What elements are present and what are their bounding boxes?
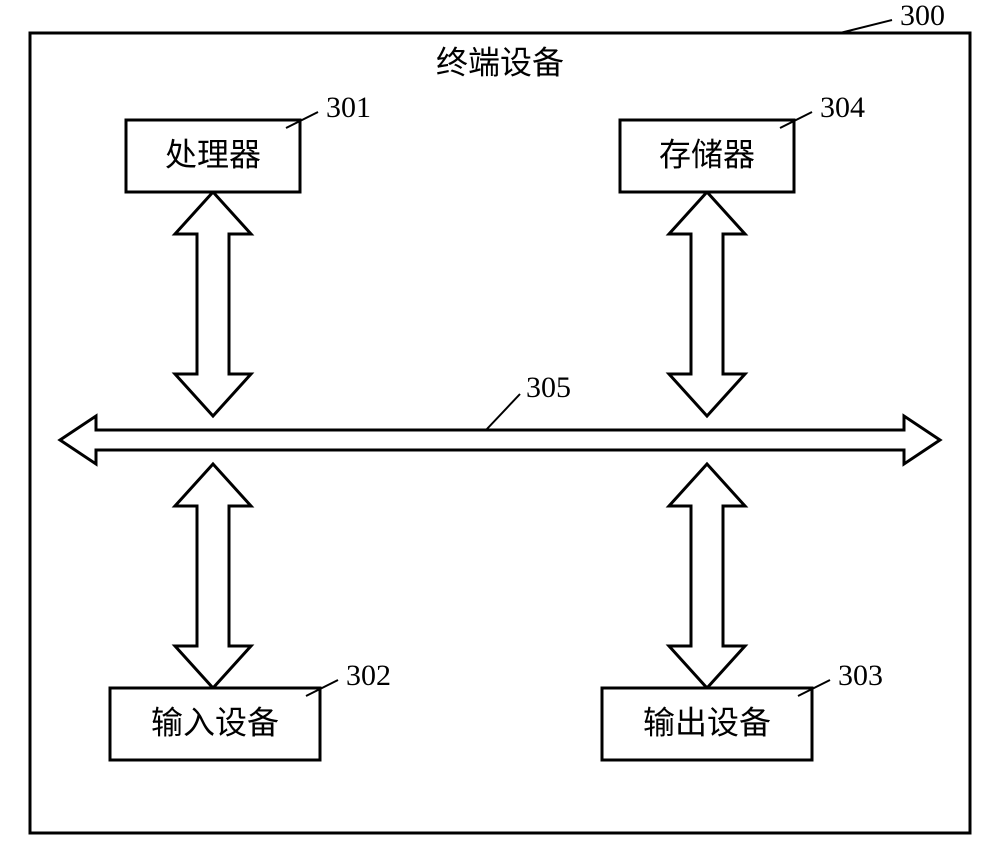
node-memory-ref: 304 [820,91,865,124]
node-output-label: 输出设备 [643,704,771,740]
node-processor-label: 处理器 [165,136,261,172]
node-output-ref: 303 [838,659,883,692]
node-input-label: 输入设备 [151,704,279,740]
outer-ref: 300 [900,0,945,32]
node-memory-label: 存储器 [659,136,755,172]
outer-title: 终端设备 [436,44,564,80]
bus-ref: 305 [526,371,571,404]
diagram-canvas: 终端设备 300 305 处理器 301 存储器 304 输入设备 302 输出设备 303 [0,0,1000,863]
node-processor-ref: 301 [326,91,371,124]
node-input-ref: 302 [346,659,391,692]
